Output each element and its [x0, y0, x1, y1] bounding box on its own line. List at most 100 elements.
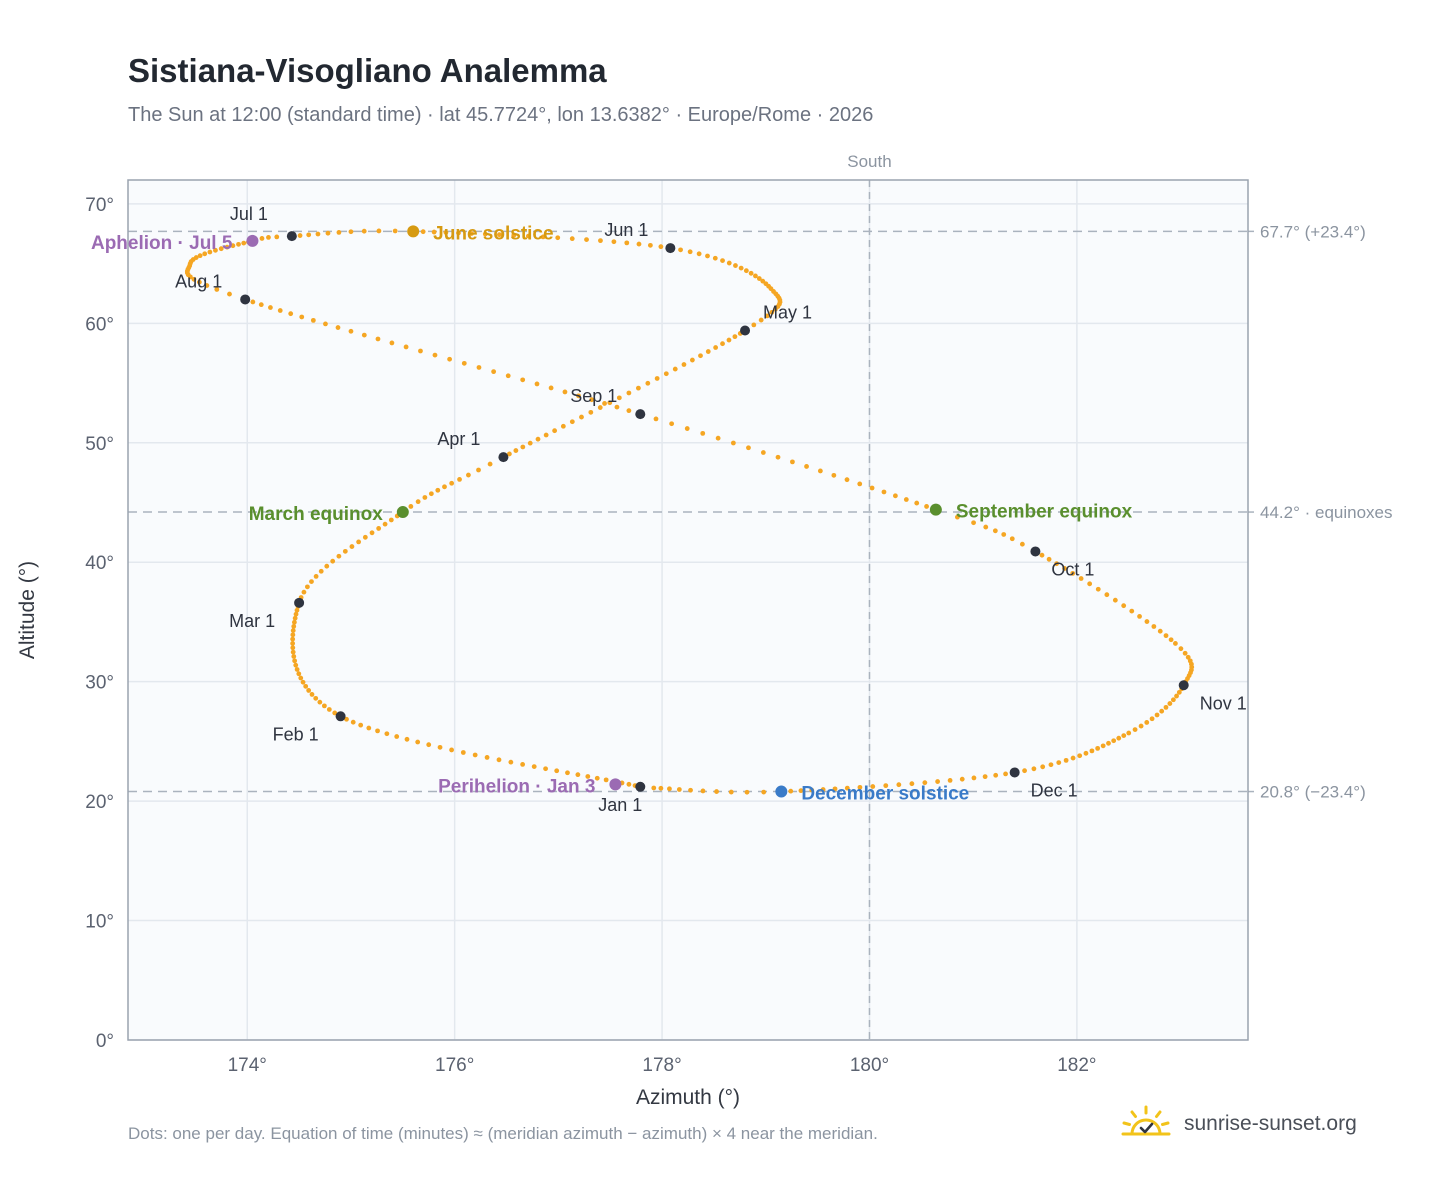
daily-dot — [560, 423, 566, 429]
daily-dot — [607, 400, 613, 406]
daily-dot — [748, 270, 754, 276]
daily-dot — [743, 268, 749, 274]
month-marker — [635, 409, 646, 420]
daily-dot — [348, 229, 354, 235]
daily-dot — [892, 493, 898, 499]
daily-dot — [658, 785, 664, 791]
daily-dot — [241, 240, 247, 246]
daily-dot — [290, 628, 296, 634]
daily-dot — [204, 283, 210, 288]
daily-dot — [651, 785, 657, 791]
south-label: South — [847, 152, 891, 171]
daily-dot — [713, 345, 719, 350]
daily-dot — [552, 428, 558, 434]
daily-dot — [935, 779, 941, 784]
daily-dot — [306, 688, 312, 693]
daily-dot — [290, 641, 296, 646]
month-label: Mar 1 — [229, 611, 275, 631]
y-axis-label: Altitude (°) — [16, 561, 39, 659]
daily-dot — [1087, 581, 1093, 587]
daily-dot — [1174, 693, 1179, 699]
daily-dot — [294, 607, 300, 613]
daily-dot — [291, 619, 297, 625]
daily-dot — [1077, 753, 1083, 759]
daily-dot — [321, 703, 327, 709]
x-tick-label: 182° — [1057, 1055, 1096, 1076]
daily-dot — [432, 352, 438, 358]
daily-dot — [663, 371, 669, 377]
daily-dot — [1138, 723, 1144, 729]
daily-dot — [844, 785, 850, 791]
event-label: Aphelion · Jul 5 — [91, 233, 233, 254]
month-label: Dec 1 — [1031, 780, 1078, 800]
daily-dot — [676, 787, 682, 792]
daily-dot — [672, 366, 678, 372]
daily-dot — [266, 235, 271, 240]
daily-dot — [290, 632, 296, 638]
daily-dot — [392, 228, 398, 234]
daily-dot — [315, 231, 321, 237]
daily-dot — [678, 247, 683, 253]
daily-dot — [342, 548, 348, 554]
daily-dot — [857, 784, 863, 790]
x-axis-label: Azimuth (°) — [636, 1086, 740, 1109]
daily-dot — [418, 348, 423, 354]
daily-dot — [769, 309, 775, 315]
daily-dot — [809, 787, 815, 793]
daily-dot — [484, 755, 490, 760]
daily-dot — [1112, 597, 1118, 603]
month-marker — [665, 243, 676, 254]
daily-dot — [525, 233, 531, 239]
daily-dot — [197, 253, 203, 259]
daily-dot — [543, 766, 548, 772]
daily-dot — [804, 464, 809, 469]
brand-link[interactable]: sunrise-sunset.org — [1120, 1102, 1357, 1146]
daily-dot — [191, 276, 197, 282]
daily-dot — [250, 299, 256, 305]
daily-dot — [290, 636, 296, 642]
daily-dot — [603, 777, 609, 783]
event-marker — [407, 225, 420, 238]
daily-dot — [1129, 608, 1135, 614]
daily-dot — [1173, 641, 1178, 646]
daily-dot — [534, 381, 540, 387]
daily-dot — [457, 477, 462, 482]
daily-dot — [466, 472, 471, 478]
daily-dot — [1121, 733, 1127, 738]
daily-dot — [306, 232, 312, 238]
event-label: September equinox — [956, 502, 1133, 523]
footnote: Dots: one per day. Equation of time (min… — [128, 1124, 878, 1143]
daily-dot — [361, 332, 367, 338]
daily-dot — [616, 395, 622, 401]
month-marker — [335, 711, 346, 722]
daily-dot — [230, 243, 236, 249]
daily-dot — [335, 325, 341, 330]
daily-dot — [684, 426, 690, 431]
daily-dot — [732, 334, 738, 340]
daily-dot — [1182, 650, 1188, 656]
daily-dot — [298, 675, 304, 681]
daily-dot — [726, 260, 732, 266]
daily-dot — [726, 337, 732, 343]
daily-dot — [798, 788, 804, 794]
daily-dot — [476, 365, 482, 370]
chart-subtitle: The Sun at 12:00 (standard time) · lat 4… — [128, 104, 874, 126]
month-marker — [740, 325, 751, 336]
daily-dot — [292, 658, 298, 664]
daily-dot — [437, 744, 443, 750]
daily-dot — [292, 615, 298, 621]
daily-dot — [520, 444, 526, 450]
daily-dot — [1095, 745, 1101, 751]
month-label: Nov 1 — [1200, 693, 1247, 713]
daily-dot — [304, 584, 310, 590]
daily-dot — [588, 409, 594, 415]
daily-dot — [971, 520, 976, 526]
daily-dot — [760, 450, 766, 455]
daily-dot — [1083, 750, 1089, 756]
event-label: June solstice — [433, 223, 553, 244]
daily-dot — [1054, 561, 1060, 567]
daily-dot — [820, 787, 826, 792]
daily-dot — [733, 263, 738, 268]
daily-dot — [496, 757, 502, 763]
daily-dot — [366, 725, 372, 731]
